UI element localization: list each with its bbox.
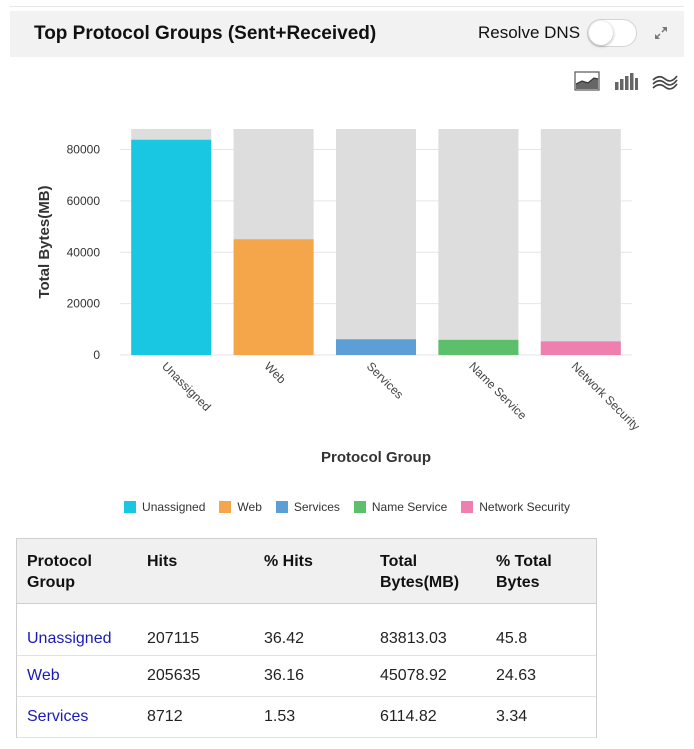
bar <box>336 339 416 355</box>
protocol-table-container: Protocol Group Hits % Hits Total Bytes(M… <box>16 538 597 738</box>
legend-label: Web <box>237 500 262 514</box>
column-header-protocol-group[interactable]: Protocol Group <box>17 539 137 604</box>
legend-swatch <box>461 501 474 513</box>
expand-icon[interactable] <box>654 26 668 40</box>
top-divider <box>10 6 684 7</box>
x-tick-label: Services <box>364 359 406 401</box>
hits-cell: 8712 <box>137 696 254 738</box>
bar-track <box>438 129 519 355</box>
y-axis-label: Total Bytes(MB) <box>36 185 53 298</box>
legend-swatch <box>353 501 366 513</box>
legend-swatch <box>275 501 288 513</box>
x-tick-label: Unassigned <box>159 359 214 414</box>
legend-item[interactable]: Services <box>275 500 340 514</box>
protocol-table: Protocol Group Hits % Hits Total Bytes(M… <box>17 539 596 738</box>
total-bytes-cell: 45078.92 <box>370 655 486 697</box>
bar <box>233 239 314 355</box>
protocol-group-link[interactable]: Unassigned <box>27 629 112 647</box>
column-header-percent-hits[interactable]: % Hits <box>254 539 370 604</box>
x-tick-label: Web <box>261 359 288 386</box>
legend-item[interactable]: Network Security <box>461 500 570 514</box>
x-tick-label: Network Security <box>569 359 643 433</box>
area-chart-icon[interactable] <box>574 70 600 92</box>
x-axis-label: Protocol Group <box>321 449 431 466</box>
bar-track <box>540 129 621 355</box>
percent-total-bytes-cell: 3.34 <box>486 696 596 738</box>
widget-title: Top Protocol Groups (Sent+Received) <box>34 23 377 44</box>
resolve-dns-toggle[interactable] <box>587 19 637 47</box>
legend-swatch <box>124 501 137 513</box>
widget-header: Top Protocol Groups (Sent+Received) Reso… <box>10 11 684 57</box>
y-tick-label: 0 <box>93 348 100 362</box>
table-row: Unassigned 207115 36.42 83813.03 45.8 <box>17 603 596 656</box>
protocol-group-link[interactable]: Web <box>27 667 60 684</box>
legend-swatch <box>219 501 232 513</box>
bar <box>438 339 519 355</box>
table-row: Web 205635 36.16 45078.92 24.63 <box>17 655 596 697</box>
protocol-group-bar-chart: 0 20000 40000 60000 80000 Total Bytes(MB) Unas… <box>36 129 643 466</box>
percent-hits-cell: 36.16 <box>254 655 370 697</box>
hits-cell: 205635 <box>137 655 254 697</box>
percent-total-bytes-cell: 24.63 <box>486 655 596 697</box>
y-tick-label: 40000 <box>67 245 101 259</box>
bar-chart-icon[interactable] <box>613 70 639 92</box>
hits-cell: 207115 <box>137 603 254 656</box>
total-bytes-cell: 83813.03 <box>370 603 486 656</box>
legend-item[interactable]: Name Service <box>353 500 448 514</box>
percent-total-bytes-cell: 45.8 <box>486 603 596 656</box>
protocol-group-link[interactable]: Services <box>27 708 89 725</box>
column-header-percent-total-bytes[interactable]: % Total Bytes <box>486 539 596 604</box>
legend-label: Network Security <box>479 500 570 514</box>
resolve-dns-label: Resolve DNS <box>478 23 581 42</box>
y-tick-label: 80000 <box>67 143 101 157</box>
x-tick-label: Name Service <box>466 359 529 422</box>
legend-item[interactable]: Unassigned <box>124 500 205 514</box>
line-chart-icon[interactable] <box>652 70 678 92</box>
legend-label: Services <box>293 500 340 514</box>
column-header-hits[interactable]: Hits <box>137 539 254 604</box>
legend-item[interactable]: Web <box>219 500 262 514</box>
bar-track <box>336 129 416 355</box>
percent-hits-cell: 36.42 <box>254 603 370 656</box>
legend-label: Name Service <box>371 500 448 514</box>
y-tick-label: 60000 <box>67 194 101 208</box>
table-header-row: Protocol Group Hits % Hits Total Bytes(M… <box>17 539 596 604</box>
legend-label: Unassigned <box>142 500 206 514</box>
chart-legend: Unassigned Web Services Name Service Network… <box>0 500 694 514</box>
toggle-knob <box>589 21 613 45</box>
percent-hits-cell: 1.53 <box>254 696 370 738</box>
y-tick-label: 20000 <box>67 297 101 311</box>
bar <box>131 139 212 355</box>
table-row: Services 8712 1.53 6114.82 3.34 <box>17 696 596 738</box>
column-header-total-bytes[interactable]: Total Bytes(MB) <box>370 539 486 604</box>
bar <box>540 341 621 355</box>
total-bytes-cell: 6114.82 <box>370 696 486 738</box>
